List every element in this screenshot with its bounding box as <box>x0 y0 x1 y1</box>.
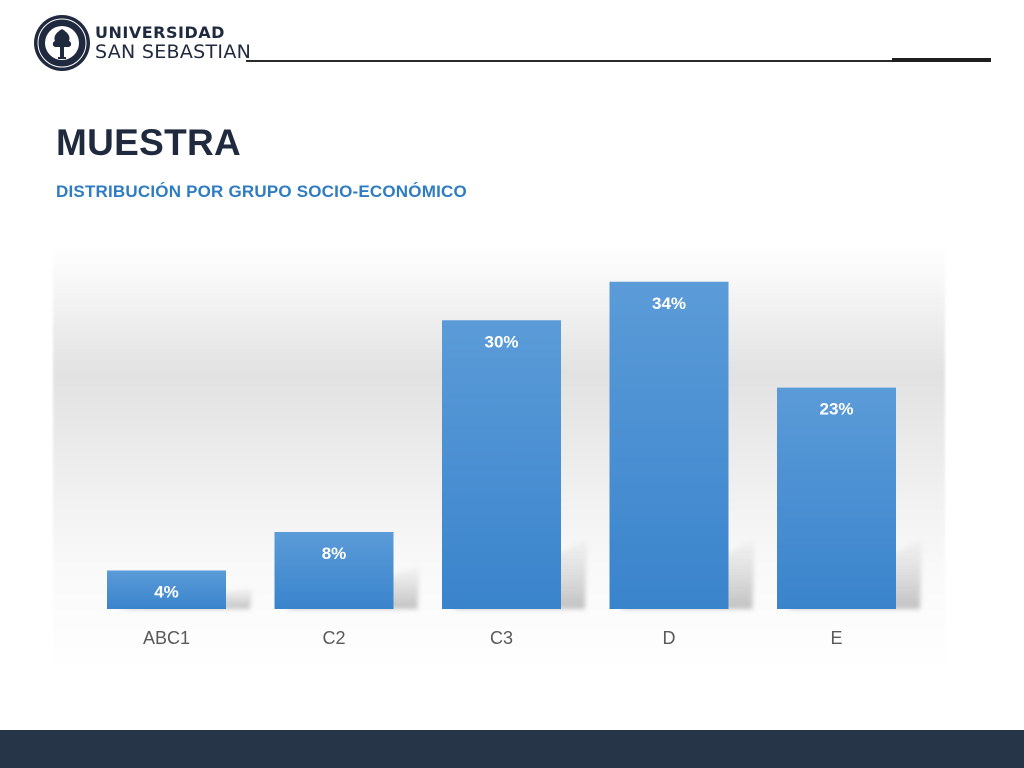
category-label: C2 <box>322 628 345 648</box>
university-seal-icon <box>34 15 90 71</box>
bar-d <box>609 281 729 609</box>
logo-line-2: SAN SEBASTIAN <box>95 40 252 63</box>
bar-e <box>777 387 896 609</box>
data-label: 8% <box>322 544 347 563</box>
bar-c3 <box>442 320 561 609</box>
data-label: 23% <box>819 400 853 419</box>
category-label: D <box>663 628 676 648</box>
category-label: ABC1 <box>143 628 190 648</box>
bar-abc1 <box>107 570 226 609</box>
slide-subtitle: DISTRIBUCIÓN POR GRUPO SOCIO-ECONÓMICO <box>56 182 467 201</box>
footer-bar <box>0 730 1024 768</box>
university-logo: UNIVERSIDAD SAN SEBASTIAN <box>33 14 251 72</box>
slide-title: MUESTRA <box>56 122 242 163</box>
bar-c2 <box>274 532 394 609</box>
logo-line-1: UNIVERSIDAD <box>95 22 225 42</box>
category-label: E <box>830 628 842 648</box>
data-label: 30% <box>484 332 518 351</box>
data-label: 34% <box>652 294 686 313</box>
header-divider-accent <box>892 58 991 62</box>
header-divider <box>246 60 991 62</box>
category-label: C3 <box>490 628 513 648</box>
data-label: 4% <box>154 583 179 602</box>
